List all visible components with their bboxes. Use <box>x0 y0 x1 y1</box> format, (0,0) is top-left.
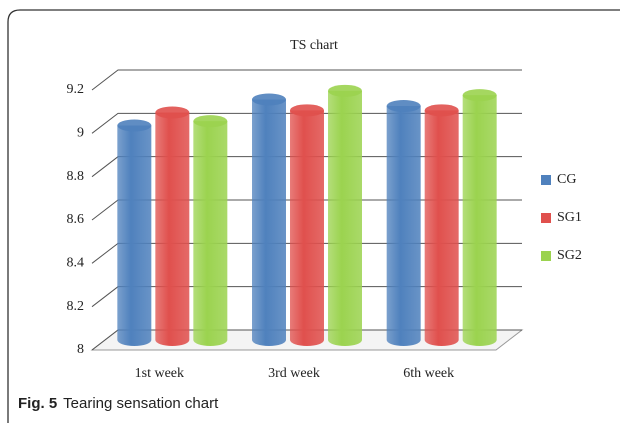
y-tick-label: 8.2 <box>67 299 85 314</box>
frame <box>7 9 620 423</box>
bar-top <box>117 119 152 132</box>
legend-label: SG2 <box>557 248 582 263</box>
y-tick-label: 8.8 <box>67 169 85 184</box>
legend-swatch <box>541 213 551 223</box>
legend-swatch <box>541 175 551 185</box>
caption: Fig. 5 Tearing sensation chart <box>18 395 219 412</box>
bar-top <box>424 104 459 117</box>
bar-top <box>193 115 228 128</box>
bar <box>462 95 497 347</box>
legend-label: CG <box>557 172 576 187</box>
legend-swatch <box>541 251 551 261</box>
bar-top <box>252 93 286 106</box>
bar <box>155 112 190 346</box>
y-tick-label: 9 <box>77 126 84 141</box>
x-tick-label: 3rd week <box>268 366 320 381</box>
bar-top <box>386 100 421 112</box>
y-tick-label: 9.2 <box>67 82 85 97</box>
bar-top <box>328 84 362 97</box>
caption-text: Tearing sensation chart <box>63 395 219 412</box>
bar <box>193 121 228 347</box>
y-tick-label: 8.4 <box>67 256 85 271</box>
x-tick-label: 1st week <box>135 366 184 381</box>
y-tick-label: 8 <box>77 342 84 357</box>
bar <box>252 99 286 346</box>
bar <box>290 110 324 346</box>
bar <box>117 125 152 346</box>
bar <box>386 106 421 346</box>
grid-line <box>91 69 522 91</box>
legend-label: SG1 <box>557 210 582 225</box>
x-tick-label: 6th week <box>403 366 454 381</box>
chart-title: TS chart <box>290 38 338 53</box>
bar-top <box>290 104 324 117</box>
bar-top <box>462 89 497 102</box>
bar-top <box>155 106 190 119</box>
bar <box>424 110 459 346</box>
y-tick-label: 8.6 <box>67 212 85 227</box>
caption-label: Fig. 5 <box>18 395 57 412</box>
bar <box>328 90 362 346</box>
